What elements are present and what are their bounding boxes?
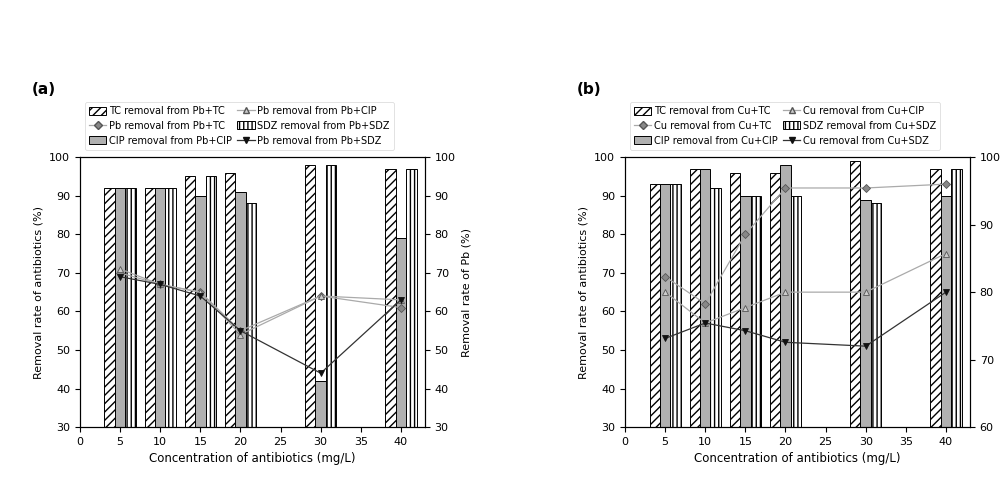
Bar (115, 188, 125, 491)
Bar (406, 169, 417, 491)
Bar (860, 199, 871, 491)
Bar (791, 196, 801, 491)
Bar (396, 238, 406, 491)
Bar (305, 165, 315, 491)
Bar (850, 161, 860, 491)
Bar (315, 381, 326, 491)
Y-axis label: Removal rate of antibiotics (%): Removal rate of antibiotics (%) (579, 206, 589, 379)
Y-axis label: Removal rate of Pb (%): Removal rate of Pb (%) (461, 228, 471, 356)
Bar (660, 184, 670, 491)
Bar (871, 203, 881, 491)
Bar (740, 196, 751, 491)
Bar (125, 188, 136, 491)
Bar (650, 184, 660, 491)
Bar (690, 169, 700, 491)
X-axis label: Concentration of antibiotics (mg/L): Concentration of antibiotics (mg/L) (149, 452, 356, 465)
X-axis label: Concentration of antibiotics (mg/L): Concentration of antibiotics (mg/L) (694, 452, 901, 465)
Bar (780, 165, 791, 491)
Bar (385, 169, 396, 491)
Legend: TC removal from Cu+TC, Cu removal from Cu+TC, CIP removal from Cu+CIP, Cu remova: TC removal from Cu+TC, Cu removal from C… (630, 102, 940, 150)
Text: (b): (b) (577, 82, 601, 97)
Bar (235, 192, 246, 491)
Bar (165, 188, 176, 491)
Bar (670, 184, 681, 491)
Bar (246, 203, 256, 491)
Text: (a): (a) (32, 82, 56, 97)
Bar (145, 188, 155, 491)
Bar (951, 169, 962, 491)
Bar (710, 188, 721, 491)
Bar (326, 165, 336, 491)
Bar (185, 176, 195, 491)
Bar (700, 169, 710, 491)
Bar (195, 196, 206, 491)
Bar (206, 176, 216, 491)
Bar (941, 196, 951, 491)
Bar (730, 172, 740, 491)
Bar (104, 188, 115, 491)
Bar (155, 188, 165, 491)
Legend: TC removal from Pb+TC, Pb removal from Pb+TC, CIP removal from Pb+CIP, Pb remova: TC removal from Pb+TC, Pb removal from P… (85, 102, 394, 150)
Y-axis label: Removal rate of antibiotics (%): Removal rate of antibiotics (%) (34, 206, 44, 379)
Bar (225, 172, 235, 491)
Bar (930, 169, 941, 491)
Bar (770, 172, 780, 491)
Bar (751, 196, 761, 491)
